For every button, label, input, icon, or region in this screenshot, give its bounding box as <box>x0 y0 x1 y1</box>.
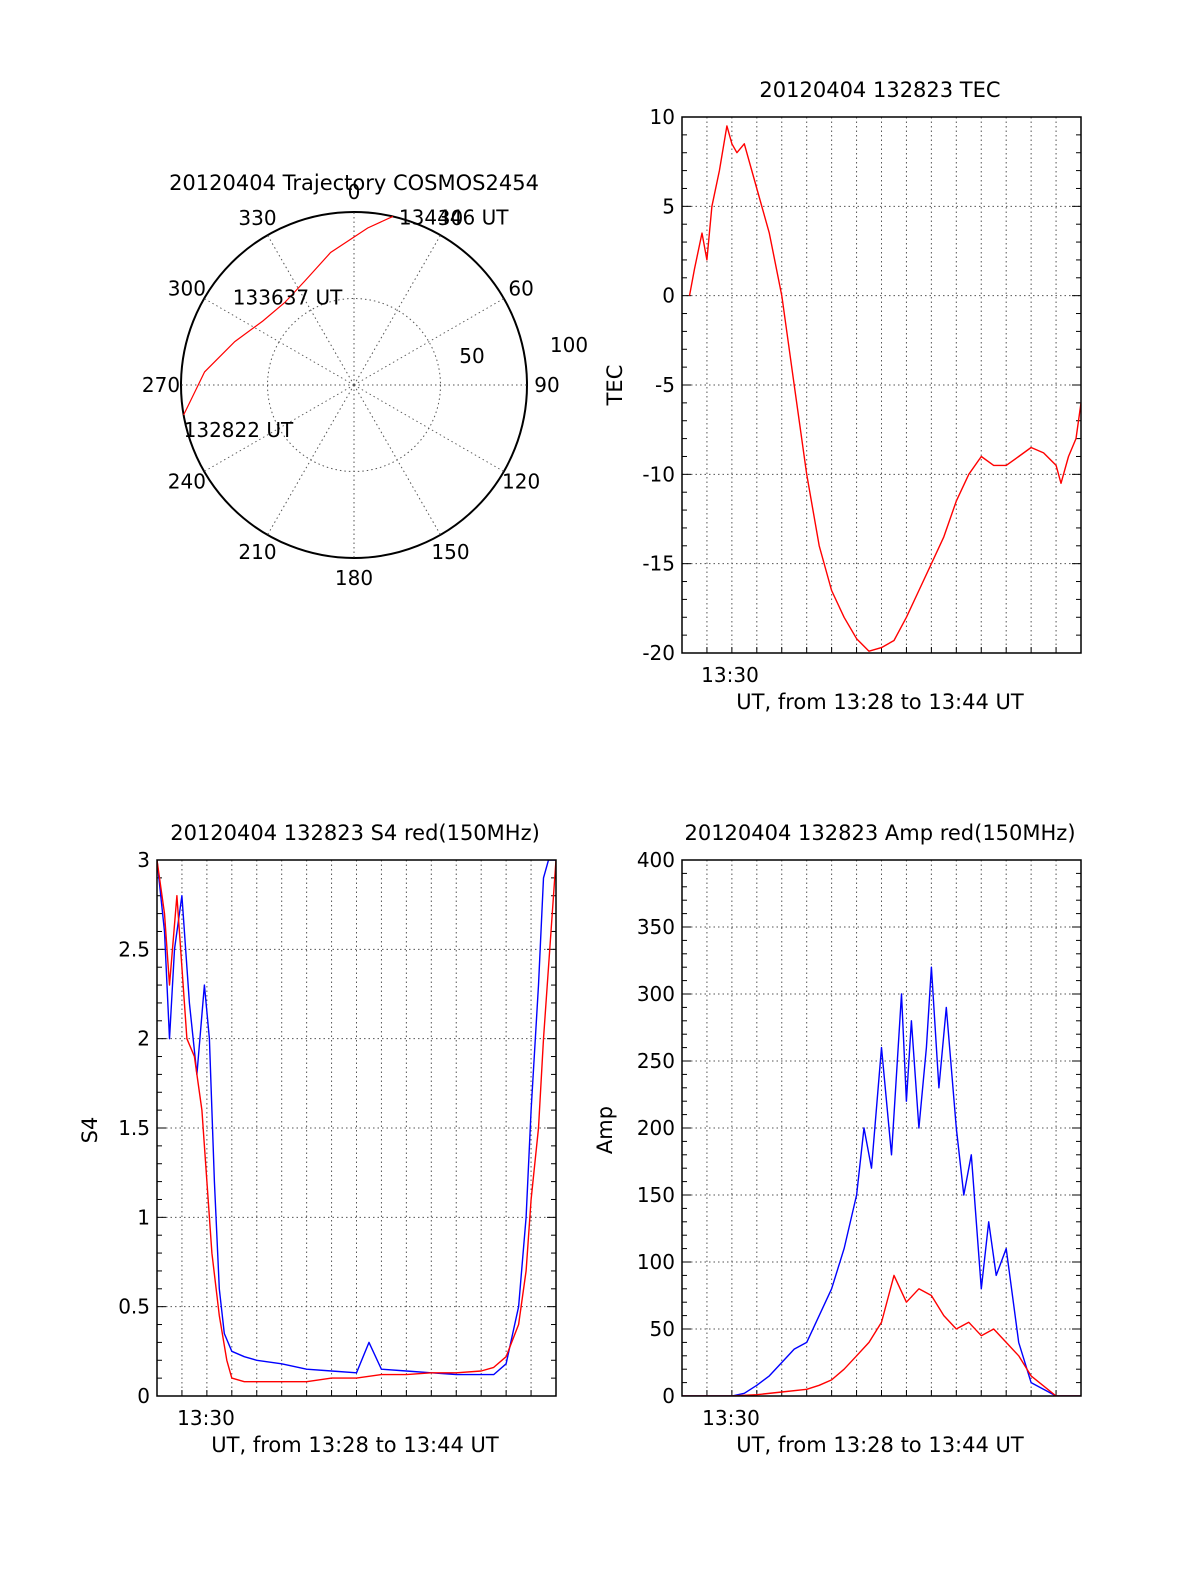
tec-title: 20120404 132823 TEC <box>759 78 1000 102</box>
s4-ytick-label: 2.5 <box>118 937 150 961</box>
polar-spoke <box>353 384 505 472</box>
amp-xtick-label: 13:30 <box>702 1406 760 1430</box>
amp-ytick-label: 400 <box>637 848 675 872</box>
amp-ytick-label: 100 <box>637 1250 675 1274</box>
polar-azimuth-labels: 0 30 60 90 120 150 180 210 240 270 300 330 50 100 <box>142 180 588 590</box>
tec-xlabel: UT, from 13:28 to 13:44 UT <box>736 690 1024 714</box>
polar-azimuth-label: 240 <box>168 470 206 494</box>
polar-azimuth-label: 0 <box>348 180 361 204</box>
tec-ytick-label: -20 <box>642 641 675 665</box>
s4-frame <box>156 859 557 1397</box>
tec-ytick-label: 5 <box>662 194 675 218</box>
polar-ring-label: 50 <box>459 344 484 368</box>
polar-azimuth-label: 30 <box>438 206 463 230</box>
polar-azimuth-label: 330 <box>238 206 276 230</box>
tec-frame <box>681 116 1082 654</box>
amp-ylabel: Amp <box>593 1106 617 1154</box>
tec-ytick-label: 10 <box>650 105 675 129</box>
tec-ylabel: TEC <box>603 365 627 407</box>
trajectory-polar-plot: 20120404 Trajectory COSMOS2454 0 30 60 90 12… <box>142 171 588 590</box>
polar-outer-ring <box>180 211 528 559</box>
tec-series-group <box>688 125 1081 652</box>
polar-spoke <box>203 384 355 472</box>
polar-spoke <box>267 234 355 386</box>
amp-ytick-label: 300 <box>637 982 675 1006</box>
s4-title: 20120404 132823 S4 red(150MHz) <box>170 821 540 845</box>
polar-azimuth-label: 120 <box>502 470 540 494</box>
trajectory-time-label: 134446 UT <box>399 205 509 229</box>
trajectory-time-label: 132822 UT <box>184 418 294 442</box>
amp-ytick-label: 50 <box>650 1317 675 1341</box>
amp-ytick-label: 350 <box>637 915 675 939</box>
amp-ytick-label: 250 <box>637 1049 675 1073</box>
amp-ytick-label: 200 <box>637 1116 675 1140</box>
amp-title: 20120404 132823 Amp red(150MHz) <box>684 821 1075 845</box>
s4-ytick-label: 2 <box>137 1027 150 1051</box>
polar-azimuth-label: 210 <box>238 540 276 564</box>
amp-ytick-label: 150 <box>637 1183 675 1207</box>
amp-series-line-1 <box>682 1274 1081 1396</box>
polar-trajectory <box>183 215 394 416</box>
polar-title: 20120404 Trajectory COSMOS2454 <box>169 171 539 195</box>
s4-xtick-label: 13:30 <box>177 1406 235 1430</box>
polar-spoke <box>353 234 441 386</box>
polar-azimuth-label: 270 <box>142 373 180 397</box>
s4-ylabel: S4 <box>78 1117 102 1144</box>
tec-ytick-label: -10 <box>642 462 675 486</box>
trajectory-line <box>183 215 394 416</box>
polar-spoke <box>203 298 355 386</box>
polar-azimuth-label: 300 <box>168 277 206 301</box>
amp-series-group <box>682 966 1081 1396</box>
s4-plot: 20120404 132823 S4 red(150MHz) UT, from … <box>78 821 557 1457</box>
amp-plot: 20120404 132823 Amp red(150MHz) UT, from… <box>593 821 1082 1457</box>
polar-annotations: 132822 UT 133637 UT 134446 UT <box>184 205 510 442</box>
polar-ring-label: 100 <box>550 333 588 357</box>
s4-ytick-label: 3 <box>137 848 150 872</box>
s4-xlabel: UT, from 13:28 to 13:44 UT <box>211 1433 499 1457</box>
amp-series-line-0 <box>682 966 1081 1396</box>
s4-series-group <box>157 860 556 1383</box>
polar-azimuth-label: 150 <box>431 540 469 564</box>
s4-series-line-1 <box>157 860 556 1383</box>
polar-azimuth-label: 90 <box>534 373 559 397</box>
s4-ytick-label: 1.5 <box>118 1116 150 1140</box>
polar-grid <box>180 211 528 559</box>
tec-ytick-label: 0 <box>662 284 675 308</box>
polar-azimuth-label: 180 <box>335 566 373 590</box>
s4-ytick-label: 0.5 <box>118 1295 150 1319</box>
tec-ytick-label: -5 <box>655 373 675 397</box>
tec-plot: 20120404 132823 TEC UT, from 13:28 to 13… <box>603 78 1082 714</box>
amp-ytick-label: 0 <box>662 1384 675 1408</box>
amp-frame <box>681 859 1082 1397</box>
trajectory-time-label: 133637 UT <box>233 286 343 310</box>
tec-xtick-label: 13:30 <box>701 663 759 687</box>
polar-spoke <box>267 384 355 536</box>
polar-azimuth-label: 60 <box>508 277 533 301</box>
s4-ytick-label: 1 <box>137 1205 150 1229</box>
polar-spoke <box>353 298 505 386</box>
tec-ytick-label: -15 <box>642 552 675 576</box>
s4-series-line-0 <box>157 860 556 1376</box>
s4-ytick-label: 0 <box>137 1384 150 1408</box>
polar-spoke <box>353 384 441 536</box>
amp-xlabel: UT, from 13:28 to 13:44 UT <box>736 1433 1024 1457</box>
tec-series-line-0 <box>688 125 1081 652</box>
